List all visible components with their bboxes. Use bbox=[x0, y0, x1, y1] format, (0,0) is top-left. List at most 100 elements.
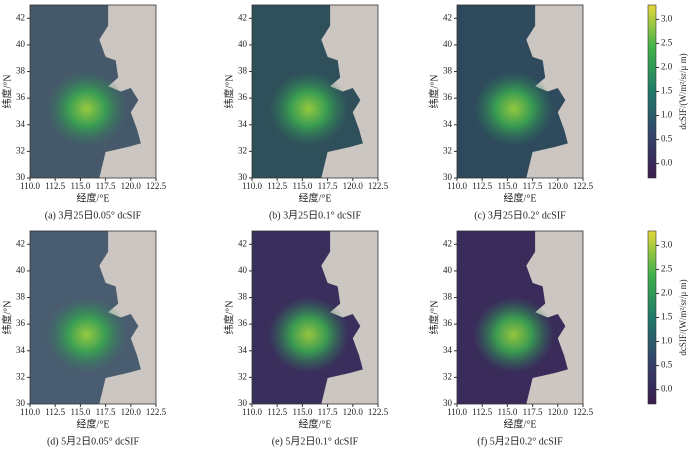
panel-caption: (b) 3月25日0.1° dcSIF bbox=[269, 209, 361, 221]
map-panel: 110.0 112.5 115.0 117.5 120.0 122.5 30 32 34 36 38… bbox=[427, 4, 688, 221]
x-tick-label: 115.0 bbox=[292, 181, 312, 191]
y-tick-label: 36 bbox=[443, 318, 453, 328]
axes-frame bbox=[251, 4, 379, 179]
colorbar-tick-label: 0.5 bbox=[661, 360, 673, 370]
y-tick-label: 30 bbox=[238, 172, 248, 182]
y-tick-label: 32 bbox=[443, 145, 452, 155]
y-tick-label: 38 bbox=[443, 66, 453, 76]
high-sif-region bbox=[46, 296, 128, 373]
y-tick-label: 30 bbox=[238, 398, 248, 408]
x-tick-label: 117.5 bbox=[318, 181, 338, 191]
colorbar-tick-label: 1.0 bbox=[661, 336, 673, 346]
x-tick-label: 115.0 bbox=[70, 407, 90, 417]
axes-frame bbox=[456, 230, 584, 405]
y-tick-label: 40 bbox=[238, 39, 248, 49]
colorbar-tick-label: 2.5 bbox=[661, 38, 673, 48]
y-tick-label: 36 bbox=[16, 318, 26, 328]
x-tick-label: 122.5 bbox=[368, 407, 389, 417]
y-axis-label: 纬度/°N bbox=[427, 75, 440, 109]
y-tick-label: 32 bbox=[238, 371, 247, 381]
colorbar-tick-label: 2.0 bbox=[661, 62, 673, 72]
y-tick-label: 34 bbox=[238, 119, 248, 129]
colorbar-tick-label: 3.0 bbox=[661, 13, 673, 23]
x-tick-label: 117.5 bbox=[523, 181, 543, 191]
y-tick-label: 38 bbox=[16, 66, 26, 76]
map-panel: 110.0 112.5 115.0 117.5 120.0 122.5 30 32 34 36 38… bbox=[222, 4, 389, 221]
y-tick-label: 32 bbox=[238, 145, 247, 155]
high-sif-region bbox=[268, 296, 350, 373]
x-axis-label: 经度/°E bbox=[504, 191, 537, 204]
x-tick-label: 122.5 bbox=[146, 407, 167, 417]
y-tick-label: 34 bbox=[443, 345, 453, 355]
y-tick-label: 38 bbox=[238, 292, 248, 302]
x-tick-label: 112.5 bbox=[472, 181, 492, 191]
y-tick-label: 32 bbox=[443, 371, 452, 381]
axes-frame bbox=[251, 230, 379, 405]
y-tick-label: 42 bbox=[16, 12, 25, 22]
y-tick-label: 42 bbox=[238, 12, 247, 22]
high-sif-region bbox=[268, 70, 350, 147]
y-axis-label: 纬度/°N bbox=[0, 301, 13, 335]
x-tick-label: 117.5 bbox=[523, 407, 543, 417]
x-tick-label: 122.5 bbox=[573, 407, 594, 417]
y-tick-label: 36 bbox=[238, 318, 248, 328]
y-tick-label: 34 bbox=[16, 345, 26, 355]
x-tick-label: 110.0 bbox=[242, 407, 262, 417]
y-axis-label: 纬度/°N bbox=[222, 75, 235, 109]
y-tick-label: 42 bbox=[238, 238, 247, 248]
x-axis-label: 经度/°E bbox=[299, 191, 332, 204]
x-tick-label: 120.0 bbox=[548, 407, 569, 417]
x-axis-label: 经度/°E bbox=[299, 417, 332, 430]
y-tick-label: 30 bbox=[16, 172, 26, 182]
y-tick-label: 30 bbox=[16, 398, 26, 408]
x-tick-label: 115.0 bbox=[497, 181, 517, 191]
map-panel: 110.0 112.5 115.0 117.5 120.0 122.5 30 32 34 36 38… bbox=[427, 230, 688, 447]
panel-caption: (a) 3月25日0.05° dcSIF bbox=[45, 209, 142, 221]
y-tick-label: 40 bbox=[238, 265, 248, 275]
y-axis-label: 纬度/°N bbox=[427, 301, 440, 335]
colorbar-tick-label: 1.5 bbox=[661, 86, 673, 96]
axes-frame bbox=[29, 4, 157, 179]
x-tick-label: 120.0 bbox=[548, 181, 569, 191]
x-tick-label: 110.0 bbox=[447, 407, 467, 417]
colorbar-tick-label: 0.5 bbox=[661, 134, 673, 144]
x-tick-label: 115.0 bbox=[292, 407, 312, 417]
y-tick-label: 38 bbox=[16, 292, 26, 302]
x-tick-label: 122.5 bbox=[368, 181, 389, 191]
x-tick-label: 112.5 bbox=[45, 407, 65, 417]
colorbar-tick-label: 2.0 bbox=[661, 288, 673, 298]
y-tick-label: 40 bbox=[16, 39, 26, 49]
x-tick-label: 122.5 bbox=[146, 181, 167, 191]
colorbar-label: dcSIF/(W/m²/sr/μ m) bbox=[678, 53, 688, 129]
y-tick-label: 30 bbox=[443, 172, 453, 182]
y-tick-label: 36 bbox=[238, 92, 248, 102]
y-tick-label: 36 bbox=[16, 92, 26, 102]
y-tick-label: 40 bbox=[443, 39, 453, 49]
y-tick-label: 38 bbox=[238, 66, 248, 76]
y-tick-label: 40 bbox=[16, 265, 26, 275]
colorbar-tick-label: 2.5 bbox=[661, 264, 673, 274]
y-tick-label: 32 bbox=[16, 145, 25, 155]
high-sif-region bbox=[473, 296, 555, 373]
high-sif-region bbox=[46, 70, 128, 147]
y-tick-label: 34 bbox=[238, 345, 248, 355]
x-tick-label: 120.0 bbox=[343, 181, 364, 191]
colorbar-tick-label: 1.0 bbox=[661, 110, 673, 120]
x-tick-label: 112.5 bbox=[472, 407, 492, 417]
x-tick-label: 120.0 bbox=[121, 407, 142, 417]
map-panel: 110.0 112.5 115.0 117.5 120.0 122.5 30 32 34 36 38… bbox=[222, 230, 389, 447]
panel-caption: (c) 3月25日0.2° dcSIF bbox=[474, 209, 566, 221]
y-tick-label: 38 bbox=[443, 292, 453, 302]
y-tick-label: 40 bbox=[443, 265, 453, 275]
colorbar-label: dcSIF/(W/m²/sr/μ m) bbox=[678, 279, 688, 355]
colorbar-tick-label: 0.0 bbox=[661, 158, 673, 168]
x-axis-label: 经度/°E bbox=[504, 417, 537, 430]
colorbar-tick-label: 0.0 bbox=[661, 384, 673, 394]
x-tick-label: 117.5 bbox=[318, 407, 338, 417]
y-axis-label: 纬度/°N bbox=[0, 75, 13, 109]
colorbar-tick-label: 1.5 bbox=[661, 312, 673, 322]
x-tick-label: 122.5 bbox=[573, 181, 594, 191]
x-tick-label: 112.5 bbox=[45, 181, 65, 191]
x-tick-label: 115.0 bbox=[70, 181, 90, 191]
